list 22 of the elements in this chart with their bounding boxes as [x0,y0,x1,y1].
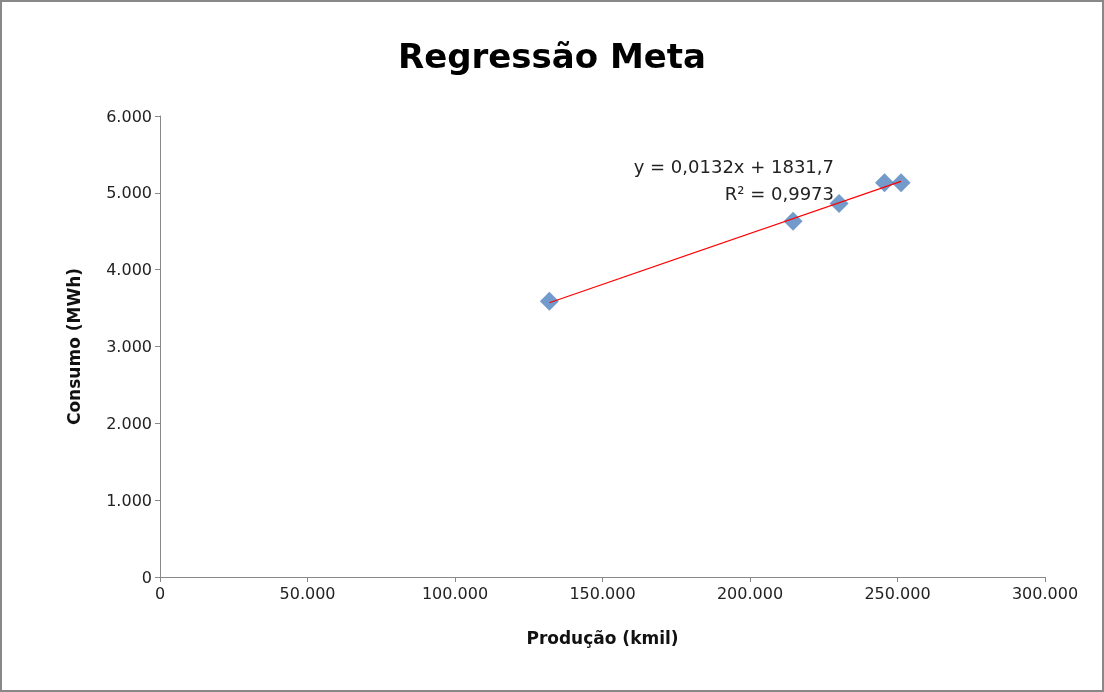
annotation: R² = 0,9973 [724,182,834,204]
y-tick-label: 0 [141,567,152,587]
x-tick-label: 250.000 [864,583,931,603]
point [539,291,559,311]
x-tick-label: 0 [154,583,166,603]
x-tick-label: 150.000 [569,583,636,603]
x-axis-title: Produção (kmil) [526,627,679,648]
y-tick-label: 3.000 [106,337,152,356]
x-tick-label: 100.000 [421,583,489,603]
y-tick-label: 2.000 [106,413,152,433]
point [875,173,895,193]
x-tick-label: 50.000 [279,583,336,603]
x-tick-label: 200.000 [716,583,784,603]
y-tick-label: 1.000 [106,490,152,510]
y-tick-label: 4.000 [106,260,152,280]
chart-title: Regressão Meta [397,36,707,76]
y-tick-label: 5.000 [106,183,152,203]
x-tick-label: 300.000 [1011,583,1079,603]
y-tick-label: 6.000 [106,106,152,126]
annotation: y = 0,0132x + 1831,7 [633,155,834,177]
y-axis-title: Consumo (MWh) [63,267,84,426]
point [891,173,911,193]
